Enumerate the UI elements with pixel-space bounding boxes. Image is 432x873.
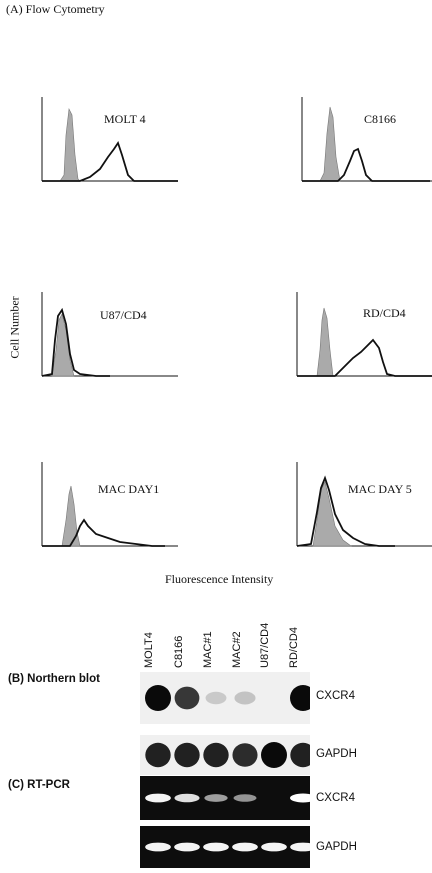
band [290, 842, 316, 852]
control-histogram [59, 107, 81, 182]
band [232, 842, 258, 852]
gene-label-gapdh: GAPDH [316, 748, 357, 760]
band [174, 686, 200, 710]
band [203, 842, 229, 852]
band [234, 691, 256, 705]
lane-label: MAC#2 [231, 631, 243, 668]
band [233, 794, 257, 802]
band [174, 793, 200, 803]
rtpcr-gel-cxcr4 [140, 776, 316, 820]
band [203, 742, 229, 768]
band [290, 742, 316, 768]
histogram-label-macday1: MAC DAY1 [98, 482, 160, 496]
band [174, 742, 200, 768]
band [261, 842, 287, 852]
histogram-label-macday5: MAC DAY 5 [348, 482, 412, 496]
band [174, 842, 200, 852]
histogram-macday1 [41, 462, 178, 547]
band [145, 685, 171, 711]
blot-bands [145, 685, 316, 711]
northern-blot-cxcr4 [140, 672, 316, 724]
band [290, 793, 316, 803]
lane-label: C8166 [173, 635, 185, 668]
histogram-molt4 [41, 97, 178, 182]
band [145, 842, 171, 852]
stained-histogram [42, 518, 165, 547]
x-axis-label: Fluorescence Intensity [165, 572, 274, 586]
control-histogram [312, 481, 352, 547]
lane-label: RD/CD4 [288, 627, 300, 668]
histogram-label-molt4: MOLT 4 [104, 112, 146, 126]
control-histogram [319, 106, 341, 182]
histogram-label-u87cd4: U87/CD4 [100, 308, 147, 322]
band [232, 743, 258, 767]
gel-bands [145, 842, 316, 852]
control-histogram [61, 485, 81, 547]
histogram-c8166 [301, 97, 432, 182]
panel-c-label: (C) RT-PCR [8, 779, 70, 791]
gel-bands [145, 793, 316, 803]
panel-b-label: (B) Northern blot [8, 673, 100, 685]
histogram-u87cd4 [41, 292, 178, 377]
stained-histogram [296, 475, 395, 547]
lane-label: U87/CD4 [259, 622, 271, 668]
northern-blot-gapdh [140, 735, 316, 775]
band [261, 742, 287, 768]
band [145, 793, 171, 803]
stained-histogram [42, 140, 178, 182]
rtpcr-gel-gapdh [140, 826, 316, 868]
histogram-label-c8166: C8166 [364, 112, 397, 126]
stained-histogram [297, 338, 432, 377]
lane-label: MOLT4 [143, 632, 155, 668]
y-axis-label: Cell Number [7, 296, 22, 359]
lane-label: MAC#1 [202, 631, 214, 668]
gene-label-cxcr4: CXCR4 [316, 690, 355, 702]
band [290, 685, 316, 711]
stained-histogram [41, 307, 110, 377]
histogram-rdcd4 [296, 292, 432, 377]
gene-label-cxcr4: CXCR4 [316, 792, 355, 804]
blot-bands [145, 742, 316, 768]
band [145, 742, 171, 768]
band [204, 794, 228, 802]
control-histogram [316, 307, 334, 377]
histogram-label-rdcd4: RD/CD4 [363, 306, 406, 320]
control-histogram [51, 313, 75, 377]
stained-histogram [302, 147, 430, 182]
band [205, 691, 227, 705]
panel-a-title: (A) Flow Cytometry [6, 2, 105, 16]
gene-label-gapdh: GAPDH [316, 841, 357, 853]
histogram-macday5 [296, 462, 432, 547]
